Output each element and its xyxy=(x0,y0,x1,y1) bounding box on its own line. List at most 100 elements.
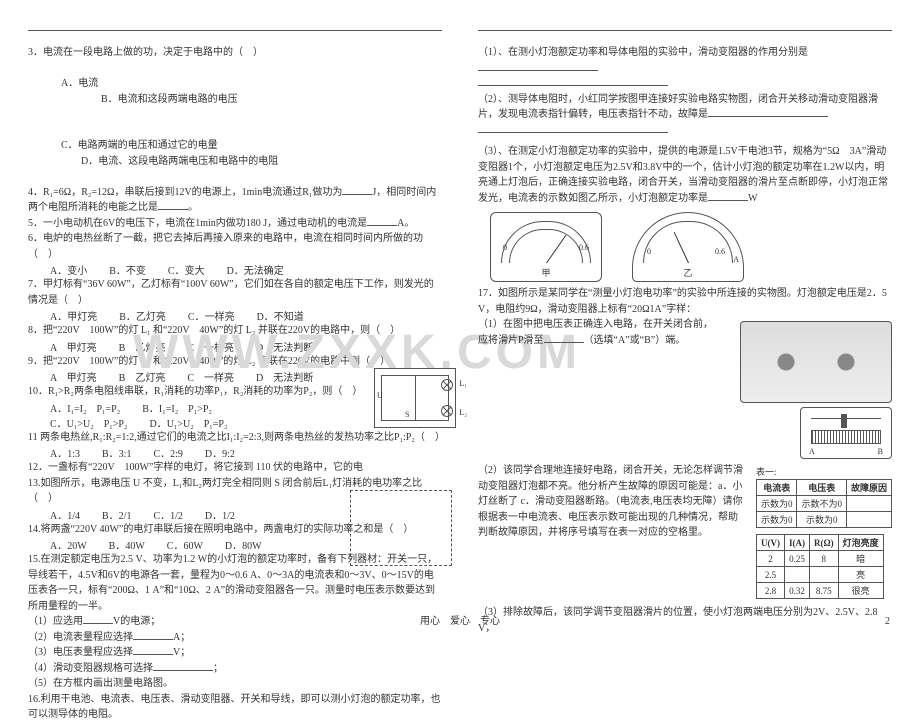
q14-b: B．40W xyxy=(109,537,145,552)
amm-06: 0.6 xyxy=(579,243,589,252)
q6-a: A．变小 xyxy=(50,262,87,277)
amm-0: 0 xyxy=(503,243,507,252)
q4: 4．R₁=6Ω，R₂=12Ω，串联后接到12V的电源上，1min电流通过R₁做功… xyxy=(28,185,442,216)
t2r3c1: 2.8 xyxy=(756,583,784,599)
q6-stem: 6．电炉的电热丝断了一截，把它去掉后再接入原来的电路中，电流在相同时间内所做的功… xyxy=(28,231,442,262)
q13-circuit: U S L₁ L₂ xyxy=(374,368,456,428)
t2-h1: U(V) xyxy=(756,535,784,551)
t1r2c1: 示数为0 xyxy=(756,512,797,528)
lamp1-icon xyxy=(441,379,453,391)
q3-b: B．电流和这段两端电路的电压 xyxy=(101,94,238,105)
t1r2c3[interactable] xyxy=(846,512,891,528)
q6-b: B．不变 xyxy=(109,262,146,277)
ammeter-label: 甲 xyxy=(491,266,601,279)
r-p1-blank2[interactable] xyxy=(478,85,668,86)
t2-h4: 灯泡亮度 xyxy=(838,535,883,551)
t2r2c4: 亮 xyxy=(838,567,883,583)
t2r2c3[interactable] xyxy=(809,567,838,583)
table-row: 2.8 0.32 8.75 很亮 xyxy=(756,583,883,599)
q11-b: B．3:1 xyxy=(102,445,131,460)
q17: 17．如图所示是某同学在“测量小灯泡电功率”的实验中所连接的实物图。灯泡额定电压… xyxy=(478,286,892,317)
q9-d: D 无法判断 xyxy=(256,369,313,384)
term-b: B xyxy=(878,447,883,456)
lamp2-icon xyxy=(441,405,453,417)
r-p2b xyxy=(478,123,892,139)
q15-3: （3）电压表量程应选择V； xyxy=(28,645,442,661)
q15-answer-box[interactable] xyxy=(350,490,452,566)
q7-b: B．乙灯亮 xyxy=(119,308,166,323)
t2r1c4: 暗 xyxy=(838,551,883,567)
t2r2c2[interactable] xyxy=(784,567,809,583)
t2r3c4: 很亮 xyxy=(838,583,883,599)
t2r3c2: 0.32 xyxy=(784,583,809,599)
q11-d: D．9:2 xyxy=(205,445,235,460)
r-p2-blank2[interactable] xyxy=(478,132,668,133)
table-row: 2 0.25 8 暗 xyxy=(756,551,883,567)
q9-c: C 一样亮 xyxy=(187,369,234,384)
q10-c: C．U₁>U₂ P₁>P₂ xyxy=(50,415,127,430)
q9-stem: 9．把“220V 100W”的灯 L₁ 和“220V 40W”的灯 L₂ 串联在… xyxy=(28,354,442,370)
r-p3-blank[interactable] xyxy=(708,200,748,201)
q16: 16.利用干电池、电流表、电压表、滑动变阻器、开关和导线，即可以测小灯泡的额定功… xyxy=(28,692,442,723)
q3-opt-c: C．电路两端的电压和通过它的电量 D．电流、这段电路两端电压和电路中的电阻 xyxy=(28,123,442,185)
q10-b: B．I₁=I₂ P₁>P₂ xyxy=(142,400,212,415)
v-right: 0.6 xyxy=(715,247,725,256)
q15-b2[interactable] xyxy=(133,639,173,640)
q15-b4[interactable] xyxy=(153,670,213,671)
q8-c: C 一样亮 xyxy=(187,339,234,354)
right-column: （1）、在测小灯泡额定功率和导体电阻的实验中，滑动变阻器的作用分别是 （2）、测… xyxy=(460,30,892,623)
q17-1-blank[interactable] xyxy=(544,342,584,343)
q8-b: B 乙灯亮 xyxy=(119,339,166,354)
q14-a: A．20W xyxy=(50,537,87,552)
q3-stem: 3．电流在一段电路上做的功，决定于电路中的（ ） xyxy=(28,45,442,61)
t1r1c2: 示数不为0 xyxy=(797,496,847,512)
table-row: 示数为0 示数不为0 xyxy=(756,496,891,512)
fault-table-1: 表一: 电流表 电压表 故障原因 示数为0 示数不为0 示数为0 示数为0 xyxy=(756,465,892,528)
data-table-2: U(V) I(A) R(Ω) 灯泡亮度 2 0.25 8 暗 2.5 xyxy=(756,534,884,599)
q11-a: A．1:3 xyxy=(50,445,80,460)
t1r2c2: 示数为0 xyxy=(797,512,847,528)
q8-a: A 甲灯亮 xyxy=(50,339,97,354)
q4-blank2[interactable] xyxy=(158,209,188,210)
slider-icon xyxy=(841,414,847,428)
r-p1: （1）、在测小灯泡额定功率和导体电阻的实验中，滑动变阻器的作用分别是 xyxy=(478,45,892,76)
meter-figures: 0 0.6 甲 0 0.6 A 乙 xyxy=(490,212,892,282)
q7-c: C．一样亮 xyxy=(188,308,235,323)
q7-d: D．不知道 xyxy=(257,308,304,323)
t1r1c3[interactable] xyxy=(846,496,891,512)
q10-d: D．U₁>U₂ P₁=P₂ xyxy=(149,415,227,430)
q11-stem: 11 两条电热丝,R₁:R₂=1:2,通过它们的电流之比I₁:I₂=2:3,则两… xyxy=(28,430,442,446)
v-left: 0 xyxy=(647,247,651,256)
q6-d: D．无法确定 xyxy=(227,262,284,277)
q11-opts: A．1:3 B．3:1 C．2:9 D．9:2 xyxy=(28,445,442,460)
r-p1-blank[interactable] xyxy=(478,70,598,71)
q7-a: A．甲灯亮 xyxy=(50,308,97,323)
q13-c: C．1/2 xyxy=(153,507,182,522)
t1-h2: 电压表 xyxy=(797,480,847,496)
q10-a: A．I₁=I₂ P₁=P₂ xyxy=(50,400,120,415)
r-p2: （2）、测导体电阻时，小红同学按图甲连接好实验电路实物图，闭合开关移动滑动变阻器… xyxy=(478,92,892,123)
wiring-photo xyxy=(740,321,892,403)
q5-blank[interactable] xyxy=(367,225,397,226)
voltmeter-label: 乙 xyxy=(633,266,743,279)
term-a: A xyxy=(809,447,815,456)
t2-h3: R(Ω) xyxy=(809,535,838,551)
t1-h3: 故障原因 xyxy=(846,480,891,496)
t1r1c1: 示数为0 xyxy=(756,496,797,512)
t2-h2: I(A) xyxy=(784,535,809,551)
q7-opts: A．甲灯亮 B．乙灯亮 C．一样亮 D．不知道 xyxy=(28,308,442,323)
r-p1b xyxy=(478,76,892,92)
q15-b3[interactable] xyxy=(133,654,173,655)
rheostat-icon: A B xyxy=(800,407,892,459)
q6-opts: A．变小 B．不变 C．变大 D．无法确定 xyxy=(28,262,442,277)
q12: 12．一盏标有“220V 100W”字样的电灯，将它接到 110 伏的电路中，它… xyxy=(28,460,442,476)
switch-label: S xyxy=(405,410,409,419)
q3-c: C．电路两端的电压和通过它的电量 xyxy=(61,140,218,151)
t2r2c1: 2.5 xyxy=(756,567,784,583)
r-p2-blank[interactable] xyxy=(708,116,828,117)
t2r1c2: 0.25 xyxy=(784,551,809,567)
left-column: WWW.ZXXK.COM 3．电流在一段电路上做的功，决定于电路中的（ ） A．… xyxy=(28,30,460,623)
q4-blank1[interactable] xyxy=(342,194,372,195)
q13-b: B．2/1 xyxy=(102,507,131,522)
q14-d: D．80W xyxy=(225,537,262,552)
